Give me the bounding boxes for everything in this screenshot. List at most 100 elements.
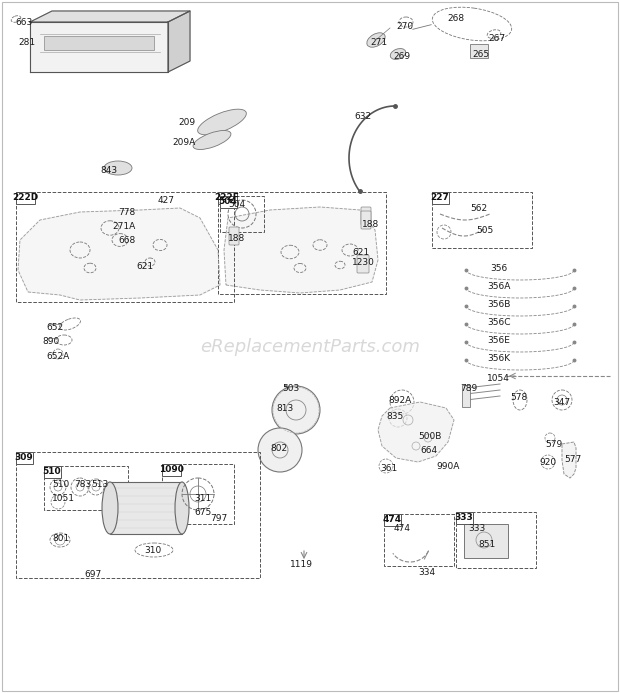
Text: 356C: 356C	[487, 318, 510, 327]
Polygon shape	[562, 442, 576, 478]
Text: 474: 474	[383, 515, 402, 524]
Text: 209A: 209A	[172, 138, 195, 147]
Text: 578: 578	[510, 393, 527, 402]
Ellipse shape	[104, 161, 132, 175]
FancyBboxPatch shape	[218, 191, 236, 204]
Text: 347: 347	[553, 398, 570, 407]
Text: 664: 664	[420, 446, 437, 455]
Text: 427: 427	[158, 196, 175, 205]
FancyBboxPatch shape	[384, 514, 401, 525]
Text: 668: 668	[118, 236, 135, 245]
Text: 356B: 356B	[487, 300, 510, 309]
Polygon shape	[30, 11, 190, 22]
Text: 504: 504	[219, 197, 237, 206]
Bar	[218, 192, 386, 294]
Text: 503: 503	[282, 384, 299, 393]
FancyBboxPatch shape	[43, 466, 61, 477]
Text: 270: 270	[396, 22, 413, 31]
Text: 209: 209	[178, 118, 195, 127]
Text: 311: 311	[194, 494, 211, 503]
Bar	[110, 482, 182, 534]
FancyBboxPatch shape	[456, 511, 472, 523]
Text: 1051: 1051	[52, 494, 75, 503]
Text: 309: 309	[15, 453, 33, 462]
Text: 632: 632	[354, 112, 371, 121]
Text: 227: 227	[430, 193, 450, 202]
Text: 851: 851	[478, 540, 495, 549]
Text: 813: 813	[276, 404, 293, 413]
Text: 333: 333	[468, 524, 485, 533]
Text: 271A: 271A	[112, 222, 135, 231]
Ellipse shape	[198, 109, 246, 135]
Text: 652A: 652A	[46, 352, 69, 361]
Bar	[432, 192, 532, 248]
Text: 510: 510	[43, 467, 61, 476]
Ellipse shape	[367, 33, 385, 47]
Text: 188: 188	[362, 220, 379, 229]
Text: 513: 513	[91, 480, 108, 489]
FancyBboxPatch shape	[161, 464, 180, 475]
Text: 222F: 222F	[215, 193, 239, 202]
Text: 802: 802	[270, 444, 287, 453]
Text: 835: 835	[386, 412, 403, 421]
Text: 222D: 222D	[12, 193, 38, 202]
Text: 333: 333	[454, 513, 474, 522]
Text: 500B: 500B	[418, 432, 441, 441]
Text: 310: 310	[144, 546, 161, 555]
Text: eReplacementParts.com: eReplacementParts.com	[200, 337, 420, 356]
Text: 1090: 1090	[159, 465, 184, 474]
Text: 510: 510	[52, 480, 69, 489]
Polygon shape	[30, 22, 168, 72]
Text: 697: 697	[84, 570, 101, 579]
Ellipse shape	[102, 482, 118, 534]
FancyBboxPatch shape	[357, 255, 369, 273]
Bar	[462, 385, 470, 407]
Text: 271: 271	[370, 38, 387, 47]
Polygon shape	[224, 207, 378, 293]
Bar	[16, 452, 260, 578]
Text: 892A: 892A	[388, 396, 411, 405]
Text: 504: 504	[228, 200, 245, 209]
Text: 890: 890	[42, 337, 60, 346]
Text: 789: 789	[460, 384, 477, 393]
Text: 990A: 990A	[436, 462, 459, 471]
Text: 652: 652	[46, 323, 63, 332]
Text: 265: 265	[472, 50, 489, 59]
Text: 356A: 356A	[487, 282, 510, 291]
Text: 1230: 1230	[352, 258, 375, 267]
Bar	[44, 466, 128, 510]
Text: 797: 797	[210, 514, 228, 523]
Text: 334: 334	[418, 568, 435, 577]
FancyBboxPatch shape	[16, 452, 32, 464]
Polygon shape	[18, 208, 220, 300]
Ellipse shape	[193, 130, 231, 150]
Text: 675: 675	[194, 508, 211, 517]
Text: 1119: 1119	[290, 560, 313, 569]
Text: 268: 268	[447, 14, 464, 23]
Bar	[16, 192, 234, 302]
Text: 267: 267	[488, 34, 505, 43]
FancyBboxPatch shape	[16, 191, 35, 204]
Text: 505: 505	[476, 226, 494, 235]
Text: 562: 562	[470, 204, 487, 213]
Bar	[464, 524, 508, 558]
Text: 188: 188	[228, 234, 246, 243]
FancyBboxPatch shape	[229, 227, 239, 245]
Circle shape	[258, 428, 302, 472]
Text: 361: 361	[380, 464, 397, 473]
Text: 474: 474	[394, 524, 411, 533]
Polygon shape	[378, 402, 454, 462]
Polygon shape	[168, 11, 190, 72]
Text: 621: 621	[352, 248, 369, 257]
FancyBboxPatch shape	[361, 211, 371, 229]
Bar	[162, 464, 234, 524]
FancyBboxPatch shape	[361, 207, 371, 225]
Ellipse shape	[175, 482, 189, 534]
FancyBboxPatch shape	[219, 195, 236, 207]
Bar	[470, 44, 488, 58]
Text: 920: 920	[539, 458, 556, 467]
Text: 783: 783	[74, 480, 91, 489]
FancyBboxPatch shape	[432, 191, 448, 204]
Text: 778: 778	[118, 208, 135, 217]
Text: 356E: 356E	[487, 336, 510, 345]
